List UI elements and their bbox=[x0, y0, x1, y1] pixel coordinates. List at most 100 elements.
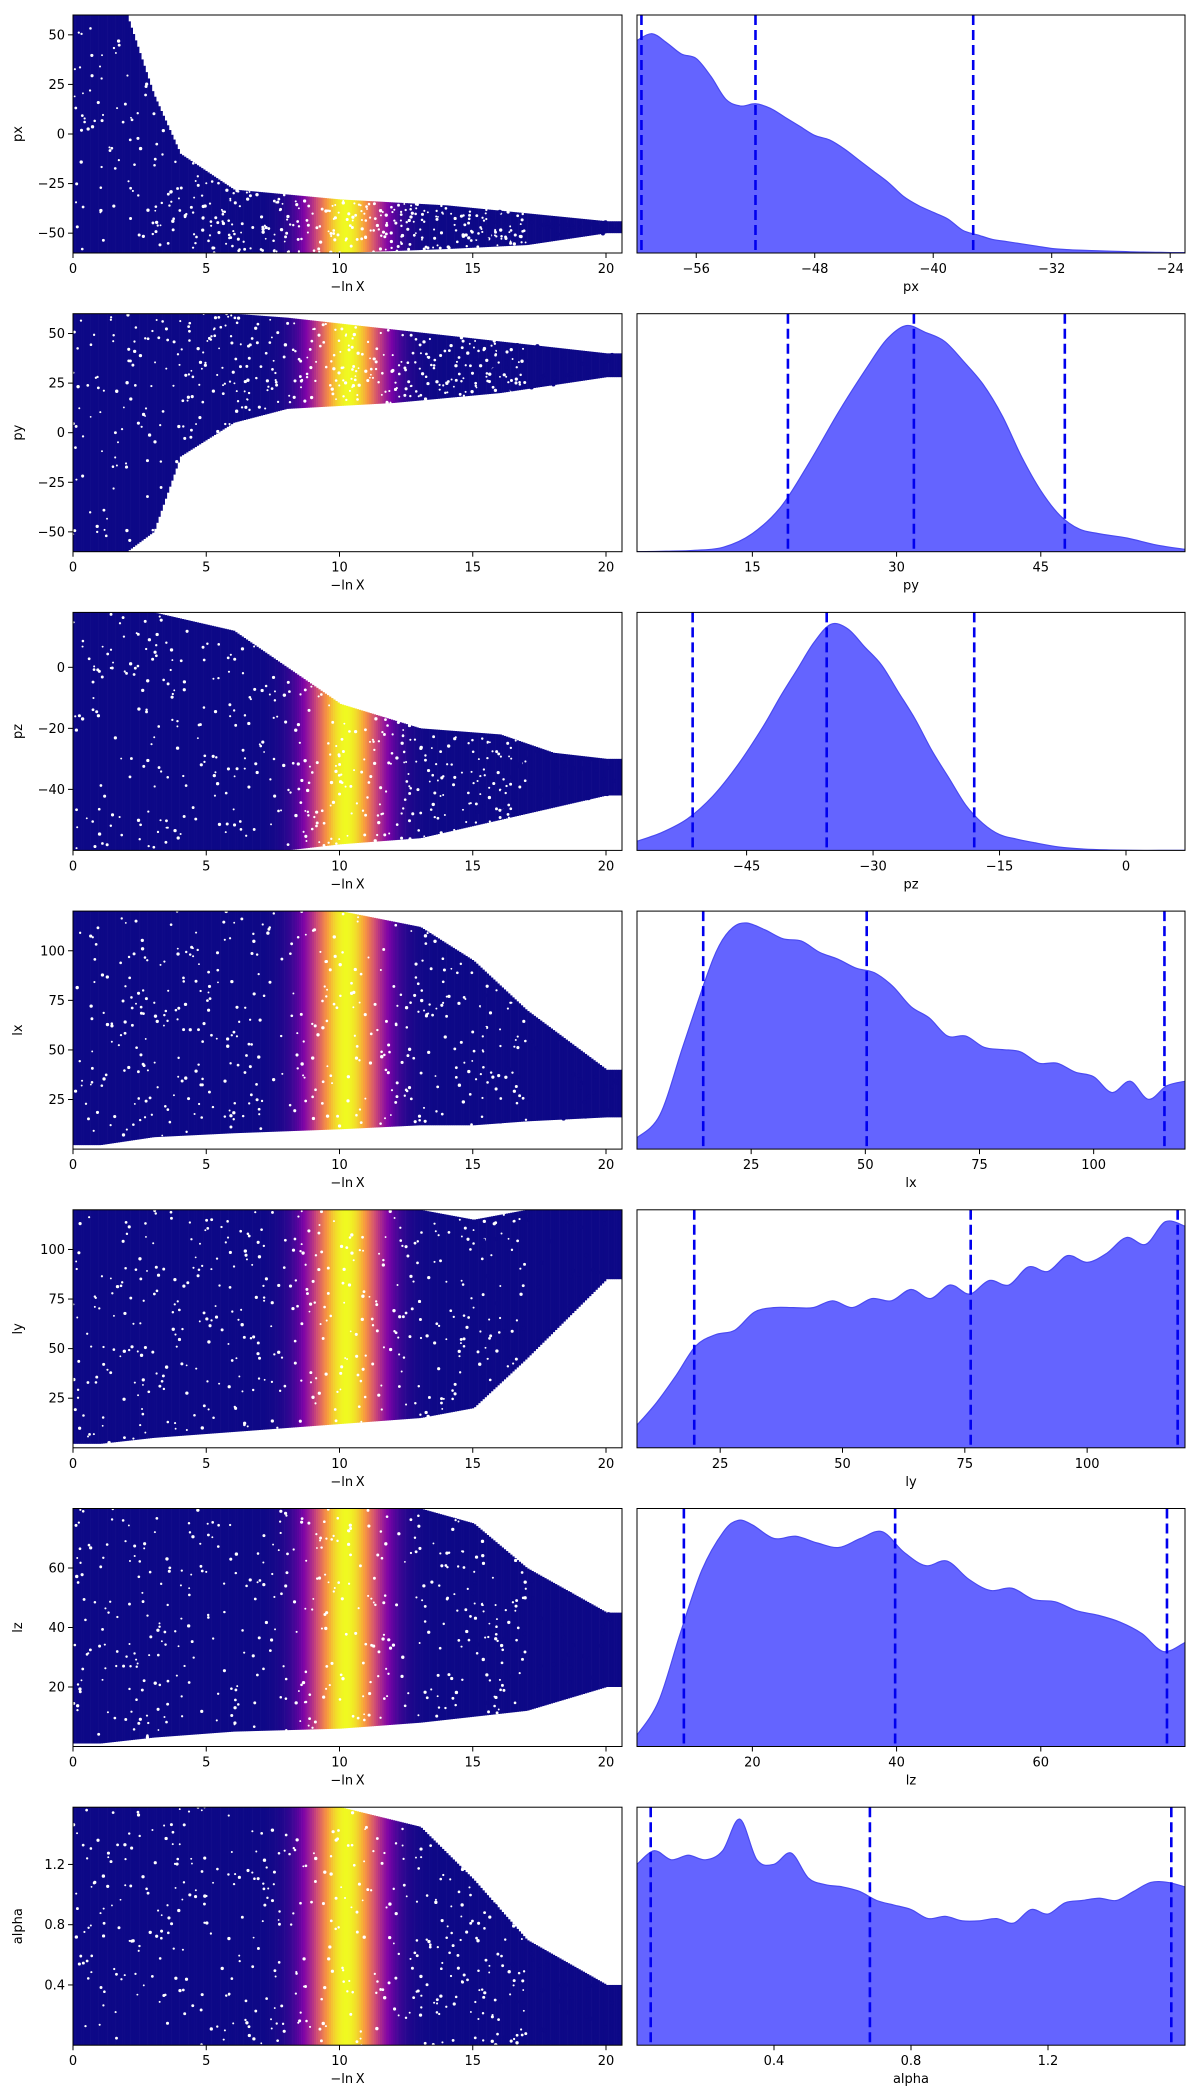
sample-gap bbox=[279, 1509, 283, 1513]
sample-gap bbox=[383, 1053, 386, 1057]
sample-gap bbox=[190, 395, 194, 399]
sample-gap bbox=[89, 415, 92, 418]
sample-band bbox=[574, 1045, 577, 1119]
sample-gap bbox=[524, 1587, 527, 1590]
sample-gap bbox=[211, 1637, 215, 1640]
sample-gap bbox=[466, 1587, 469, 1591]
sample-band bbox=[149, 911, 153, 1138]
sample-band bbox=[307, 1807, 310, 2046]
sample-gap bbox=[334, 1419, 338, 1423]
sample-gap bbox=[335, 1006, 339, 1010]
sample-gap bbox=[114, 52, 117, 54]
sample-gap bbox=[509, 746, 513, 750]
sample-gap bbox=[185, 1428, 188, 1432]
sample-band bbox=[394, 720, 398, 841]
sample-gap bbox=[485, 358, 489, 363]
sample-band bbox=[567, 754, 571, 805]
sample-gap bbox=[516, 214, 520, 218]
sample-band bbox=[544, 1950, 547, 2046]
sample-gap bbox=[246, 1868, 250, 1873]
sample-band bbox=[548, 751, 551, 809]
sample-gap bbox=[83, 120, 86, 124]
sample-gap bbox=[138, 1944, 141, 1948]
sample-gap bbox=[400, 741, 404, 745]
sample-gap bbox=[451, 1397, 454, 1401]
sample-gap bbox=[405, 760, 408, 763]
sample-gap bbox=[291, 1306, 295, 1311]
sample-gap bbox=[177, 1056, 180, 1060]
sample-gap bbox=[470, 389, 474, 394]
sample-band bbox=[107, 1807, 110, 2046]
sample-gap bbox=[481, 1293, 485, 1297]
sample-band bbox=[205, 911, 208, 1135]
sample-gap bbox=[294, 1701, 298, 1705]
sample-gap bbox=[434, 1075, 437, 1077]
kde-area bbox=[637, 1220, 1185, 1448]
sample-band bbox=[420, 203, 423, 250]
sample-gap bbox=[251, 1965, 255, 1969]
sample-gap bbox=[201, 1077, 204, 1081]
sample-gap bbox=[82, 1597, 86, 1601]
sample-band bbox=[360, 200, 364, 253]
sample-gap bbox=[221, 212, 225, 216]
sample-gap bbox=[79, 1954, 83, 1958]
sample-gap bbox=[331, 800, 336, 804]
sample-band bbox=[418, 203, 421, 251]
sample-gap bbox=[255, 1098, 259, 1102]
sample-band bbox=[618, 1984, 622, 2046]
sample-band bbox=[405, 1823, 409, 2046]
sample-gap bbox=[224, 422, 227, 426]
sample-gap bbox=[395, 1603, 399, 1607]
sample-band bbox=[467, 1521, 470, 1718]
sample-gap bbox=[109, 824, 113, 827]
sample-band bbox=[102, 1508, 106, 1744]
kde-series-lz bbox=[637, 1508, 1185, 1747]
sample-gap bbox=[284, 235, 287, 239]
sample-gap bbox=[122, 1664, 126, 1668]
sample-gap bbox=[396, 720, 400, 725]
sample-gap bbox=[117, 1044, 120, 1047]
sample-band bbox=[394, 1508, 398, 1725]
sample-gap bbox=[423, 1690, 427, 1694]
sample-gap bbox=[170, 695, 174, 699]
sample-gap bbox=[116, 107, 119, 110]
sample-band bbox=[458, 206, 462, 249]
sample-gap bbox=[338, 1698, 342, 1701]
sample-gap bbox=[295, 1053, 299, 1057]
sample-band bbox=[488, 1536, 492, 1715]
sample-gap bbox=[113, 1114, 117, 1119]
sample-gap bbox=[375, 1300, 378, 1303]
sample-gap bbox=[187, 325, 191, 329]
sample-gap bbox=[243, 1071, 247, 1074]
sample-gap bbox=[373, 839, 377, 843]
sample-gap bbox=[338, 962, 342, 967]
sample-band bbox=[109, 612, 112, 851]
sample-gap bbox=[340, 1365, 344, 1369]
sample-gap bbox=[192, 955, 195, 958]
sample-gap bbox=[114, 456, 117, 459]
sample-gap bbox=[506, 210, 510, 214]
sample-gap bbox=[213, 794, 216, 797]
sample-gap bbox=[471, 750, 475, 753]
sample-gap bbox=[141, 1600, 145, 1603]
sample-band bbox=[350, 1809, 353, 2046]
sample-gap bbox=[300, 386, 303, 389]
sample-gap bbox=[453, 216, 457, 221]
sample-gap bbox=[168, 1566, 172, 1570]
sample-band bbox=[213, 626, 217, 851]
sample-band bbox=[345, 1808, 349, 2046]
sample-gap bbox=[292, 1600, 297, 1604]
sample-point bbox=[504, 365, 509, 370]
sample-band bbox=[358, 1811, 362, 2046]
sample-gap bbox=[493, 1998, 497, 2002]
sample-band bbox=[429, 1211, 432, 1417]
sample-gap bbox=[146, 208, 150, 212]
sample-gap bbox=[446, 1596, 450, 1600]
sample-band bbox=[185, 313, 189, 453]
sample-gap bbox=[128, 1560, 131, 1563]
sample-band bbox=[143, 911, 146, 1139]
sample-band bbox=[497, 983, 500, 1124]
sample-band bbox=[356, 914, 359, 1129]
sample-gap bbox=[433, 358, 437, 362]
sample-band bbox=[235, 911, 238, 1134]
